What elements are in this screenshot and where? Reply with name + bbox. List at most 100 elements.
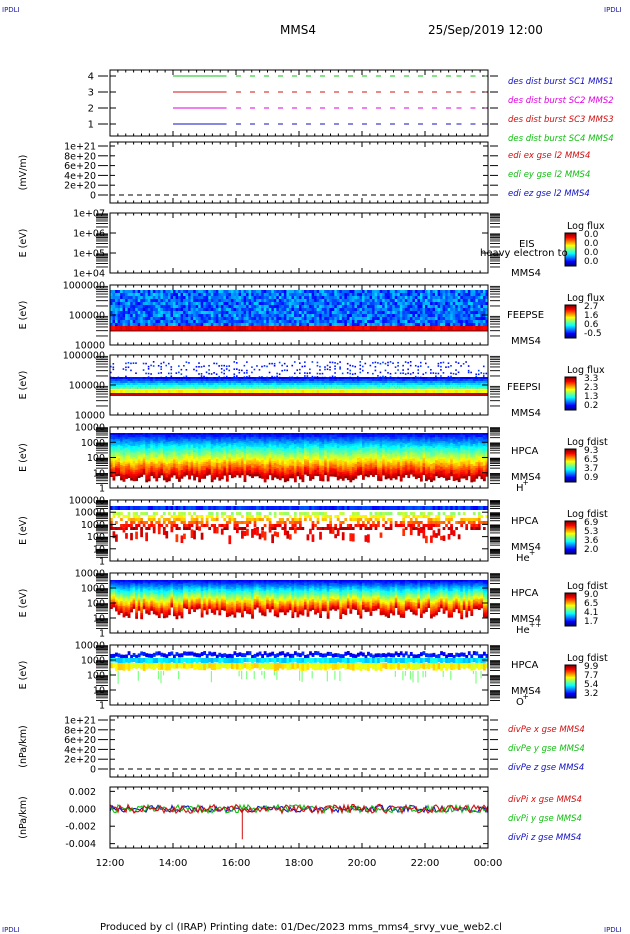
feepse-cell <box>193 299 196 303</box>
hpca_h-cell <box>115 440 118 444</box>
feepse-cell <box>309 314 312 318</box>
feepse-cell <box>455 305 459 309</box>
feepsi-cell <box>419 361 422 364</box>
feepse-cell <box>117 311 121 315</box>
feepse-cell <box>266 326 270 330</box>
feepse-cell <box>389 323 393 327</box>
feepse-cell <box>251 296 254 300</box>
feepse-cell <box>309 330 312 332</box>
feepse-cell <box>336 317 340 321</box>
feepsi-cell <box>178 379 181 382</box>
feepsi-cell <box>125 387 128 390</box>
feepsi-cell <box>450 377 454 380</box>
feepse-cell <box>198 299 202 303</box>
feepsi-cell <box>110 379 113 382</box>
feepsi-cell <box>299 393 302 396</box>
feepse-cell <box>447 305 451 309</box>
feepsi-cell <box>293 390 297 393</box>
feepse-cell <box>309 326 312 330</box>
feepse-cell <box>291 293 295 297</box>
feepse-cell <box>188 302 191 306</box>
feepse-cell <box>145 299 149 303</box>
feepse-cell <box>419 326 423 330</box>
eis-colorbar-band <box>565 244 576 246</box>
feepse-cell <box>185 326 189 330</box>
feepse-cell <box>173 296 176 300</box>
feepse-cell <box>430 299 433 303</box>
hpca_h-cell <box>132 452 136 456</box>
feepse-cell <box>354 290 358 294</box>
feepsi-cell <box>301 385 305 388</box>
feepse-cell <box>223 317 227 321</box>
feepsi-cell <box>382 377 385 380</box>
feepse-cell <box>309 320 312 324</box>
feepse-cell <box>346 290 350 294</box>
feepse-cell <box>127 326 131 330</box>
feepse-cell <box>450 299 454 303</box>
hpca_h-cell <box>110 434 113 438</box>
feepse-colorbar-band <box>565 324 576 326</box>
feepse-colorbar-band <box>565 310 576 312</box>
feepse-cell <box>455 326 459 330</box>
feepse-cell <box>278 326 282 330</box>
feepsi-cell <box>304 365 306 368</box>
hpca_h-cell <box>122 450 126 454</box>
feepsi-cell <box>447 362 450 364</box>
feepse-cell <box>344 299 348 303</box>
feepsi-cell <box>170 372 173 375</box>
feepsi-cell <box>243 379 247 382</box>
feepsi-cell <box>246 390 249 393</box>
feepse-cell <box>377 317 380 321</box>
feepse-cell <box>311 296 315 300</box>
feepse-cell <box>321 302 325 306</box>
feepse-cell <box>455 302 459 306</box>
feepse-cell <box>417 323 421 327</box>
hpca_h-cell <box>127 461 131 464</box>
feepse-cell <box>125 302 128 306</box>
feepse-colorbar-band <box>565 309 576 311</box>
feepsi-cell <box>392 387 396 390</box>
feepsi-cell <box>147 379 151 382</box>
feepsi-cell <box>110 393 113 396</box>
feepsi-cell <box>331 377 335 380</box>
feepsi-cell <box>331 385 335 388</box>
feepse-cell <box>379 302 383 306</box>
feepse-cell <box>296 296 300 300</box>
burst-ytick-label: 3 <box>88 88 94 99</box>
feepse-cell <box>339 317 343 321</box>
feepsi-cell <box>183 387 186 390</box>
feepsi-cell <box>283 393 287 396</box>
feepse-cell <box>228 308 232 312</box>
edi-ytick-label: 2e+20 <box>64 181 96 192</box>
feepsi-cell <box>183 381 186 384</box>
feepse-cell <box>210 305 214 309</box>
feepsi-cell <box>167 372 170 375</box>
feepsi-cell <box>455 361 457 363</box>
feepsi-cell <box>336 379 340 382</box>
feepsi-cell <box>379 379 383 382</box>
feepse-cell <box>175 296 179 300</box>
feepsi-cell <box>236 362 238 364</box>
feepse-cell <box>256 290 259 294</box>
feepsi-cell <box>243 364 246 367</box>
feepsi-cell <box>392 379 396 382</box>
feepse-cell <box>291 314 295 318</box>
feepsi-cell <box>117 390 121 393</box>
feepse-cell <box>246 308 249 312</box>
hpca_h-cell <box>112 460 116 464</box>
feepse-cell <box>273 314 277 318</box>
feepsi-cell <box>387 385 391 388</box>
feepse-cell <box>432 296 436 300</box>
feepse-cell <box>422 330 426 332</box>
feepsi-cell <box>450 383 454 386</box>
feepse-cell <box>178 299 181 303</box>
feepse-cell <box>162 305 166 309</box>
feepsi-cell <box>480 379 484 382</box>
feepse-cell <box>475 323 479 327</box>
feepse-cell <box>248 296 252 300</box>
feepsi-cell <box>485 393 489 396</box>
feepse-cell <box>296 317 300 321</box>
feepse-cell <box>110 308 113 312</box>
feepse-cell <box>281 299 285 303</box>
feepsi-cell <box>178 365 180 367</box>
